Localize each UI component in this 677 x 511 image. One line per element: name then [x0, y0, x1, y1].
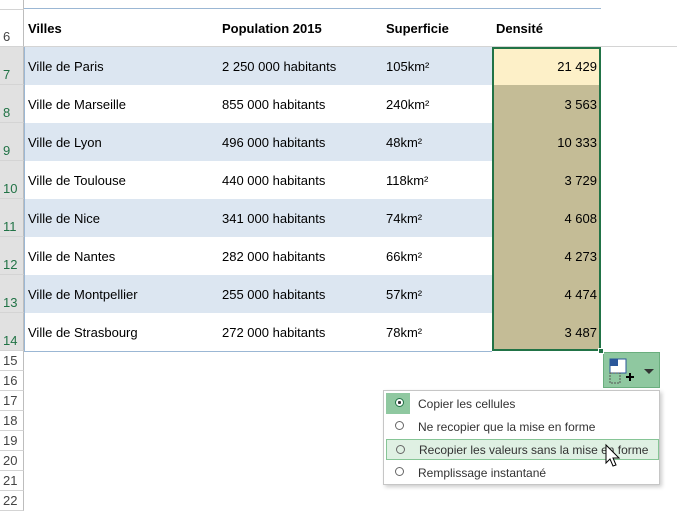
menu-item-label: Remplissage instantané — [418, 465, 547, 480]
table-cell: Ville de Lyon — [24, 123, 218, 161]
row-header: 13 — [0, 275, 24, 313]
column-header-cell: Densité — [496, 21, 543, 36]
row-header: 11 — [0, 199, 24, 237]
selection-border — [492, 47, 601, 351]
table-cell: 341 000 habitants — [218, 199, 382, 237]
table-cell: Ville de Nice — [24, 199, 218, 237]
density-cell: 3 487 — [492, 313, 601, 351]
table-cell: Ville de Strasbourg — [24, 313, 218, 351]
table-cell: 855 000 habitants — [218, 85, 382, 123]
density-cell: 10 333 — [492, 123, 601, 161]
density-cell: 3 563 — [492, 85, 601, 123]
autofill-icon — [609, 358, 654, 384]
row-header: 17 — [0, 391, 24, 411]
density-cell: 21 429 — [492, 47, 601, 85]
row-header: 12 — [0, 237, 24, 275]
density-cell: 3 729 — [492, 161, 601, 199]
density-cell: 4 273 — [492, 237, 601, 275]
table-cell: 282 000 habitants — [218, 237, 382, 275]
row-header: 22 — [0, 491, 24, 511]
menu-item[interactable]: Remplissage instantané — [386, 462, 659, 483]
menu-item-label: Ne recopier que la mise en forme — [418, 419, 596, 434]
row-header-partial — [0, 0, 24, 10]
table-cell: 105km² — [382, 47, 492, 85]
menu-item-label: Copier les cellules — [418, 396, 516, 411]
menu-item[interactable]: Recopier les valeurs sans la mise en for… — [386, 439, 659, 460]
row-header: 21 — [0, 471, 24, 491]
menu-item[interactable]: Ne recopier que la mise en forme — [386, 416, 659, 437]
density-cell: 4 474 — [492, 275, 601, 313]
density-cell: 4 608 — [492, 199, 601, 237]
menu-item[interactable]: Copier les cellules — [386, 393, 659, 414]
table-cell: Ville de Paris — [24, 47, 218, 85]
row-header: 7 — [0, 47, 24, 85]
row-header: 15 — [0, 351, 24, 371]
mouse-cursor — [605, 443, 621, 467]
row-header: 20 — [0, 451, 24, 471]
row-header: 14 — [0, 313, 24, 351]
bottom-border — [24, 351, 492, 352]
radio-button — [395, 467, 404, 476]
column-header-cell: Villes — [28, 21, 62, 36]
table-cell: 240km² — [382, 85, 492, 123]
table-cell: 2 250 000 habitants — [218, 47, 382, 85]
menu-item-label: Recopier les valeurs sans la mise en for… — [419, 442, 649, 457]
table-cell: Ville de Marseille — [24, 85, 218, 123]
table-cell: 78km² — [382, 313, 492, 351]
table-cell: 440 000 habitants — [218, 161, 382, 199]
row-header: 6 — [0, 10, 24, 47]
column-header-cell: Superficie — [386, 21, 449, 36]
table-cell: 57km² — [382, 275, 492, 313]
column-header-cell: Population 2015 — [222, 21, 322, 36]
table-top-border — [24, 8, 601, 9]
autofill-menu: Copier les cellules Ne recopier que la mi… — [383, 390, 660, 485]
table-cell: 496 000 habitants — [218, 123, 382, 161]
row-header: 8 — [0, 85, 24, 123]
row-header: 10 — [0, 161, 24, 199]
table-cell: 66km² — [382, 237, 492, 275]
radio-button — [395, 398, 404, 407]
row-header: 19 — [0, 431, 24, 451]
autofill-options-button[interactable] — [603, 352, 660, 388]
radio-button — [395, 421, 404, 430]
header-bottom-line — [24, 46, 677, 47]
table-cell: Ville de Nantes — [24, 237, 218, 275]
row-header: 16 — [0, 371, 24, 391]
radio-button — [396, 445, 405, 454]
table-cell: 118km² — [382, 161, 492, 199]
table-cell: 272 000 habitants — [218, 313, 382, 351]
row-header: 9 — [0, 123, 24, 161]
table-cell: 48km² — [382, 123, 492, 161]
table-cell: Ville de Toulouse — [24, 161, 218, 199]
table-cell: Ville de Montpellier — [24, 275, 218, 313]
row-header: 18 — [0, 411, 24, 431]
fill-handle[interactable] — [598, 348, 604, 354]
left-border — [24, 47, 25, 351]
table-cell: 74km² — [382, 199, 492, 237]
table-cell: 255 000 habitants — [218, 275, 382, 313]
